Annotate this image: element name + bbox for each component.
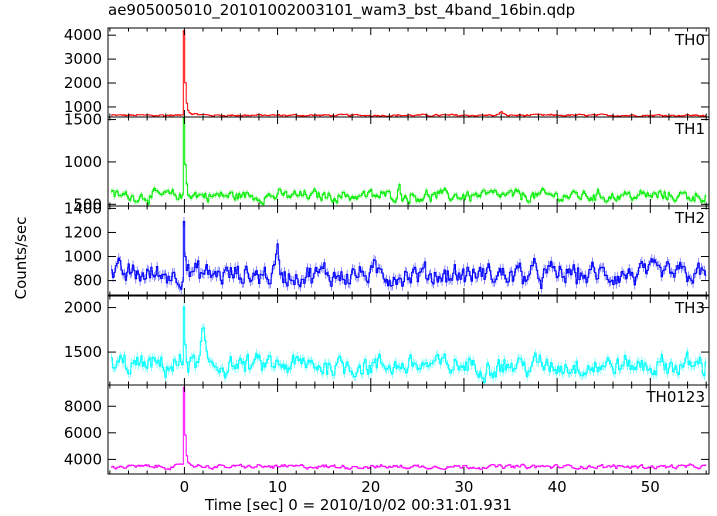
x-tick-label: 40	[548, 478, 567, 496]
panel-th0-y-tick-label: 2000	[64, 74, 102, 92]
panel-th0123-y-tick-label: 8000	[64, 397, 102, 415]
series-th0-line	[111, 30, 707, 118]
panel-th0-frame	[107, 27, 710, 118]
panel-th2-label: TH2	[674, 209, 705, 227]
x-tick-label: 20	[361, 478, 380, 496]
series-th1-line	[111, 117, 707, 206]
series-th0123-line	[111, 386, 707, 471]
panel-th0123-y-tick-label: 4000	[64, 450, 102, 468]
panel-th1-y-tick-label: 500	[73, 195, 102, 213]
panel-th2-y-tick-label: 1400	[64, 199, 102, 217]
x-tick-label: 30	[454, 478, 473, 496]
panel-th3-y-tick-label: 2000	[64, 299, 102, 317]
panel-th2-y-tick-label: 1200	[64, 223, 102, 241]
panel-th1-label: TH1	[674, 120, 705, 138]
panel-th2-y-tick-label: 1000	[64, 248, 102, 266]
x-axis-label: Time [sec] 0 = 2010/10/02 00:31:01.931	[205, 496, 512, 514]
x-tick-label: 50	[641, 478, 660, 496]
panel-th0-label: TH0	[674, 31, 705, 49]
panel-th0-y-tick-label: 4000	[64, 26, 102, 44]
series-th1-error-bars	[111, 117, 706, 206]
x-tick-label: 10	[268, 478, 287, 496]
panel-th0123-y-tick-label: 6000	[64, 424, 102, 442]
panel-th1-frame	[107, 116, 710, 207]
panel-th1-y-tick-label: 1000	[64, 153, 102, 171]
panel-th3-frame	[107, 295, 710, 386]
panel-th0123-label: TH0123	[645, 388, 705, 406]
x-tick-label: 0	[180, 478, 190, 496]
panel-th0123-frame	[107, 384, 710, 475]
panel-th3-label: TH3	[674, 299, 705, 317]
series-th0123-error-bars	[111, 386, 706, 471]
series-th0-error-bars	[111, 30, 706, 117]
chart-title: ae905005010_20101002003101_wam3_bst_4ban…	[108, 1, 576, 19]
panel-th0-y-tick-label: 1000	[64, 98, 102, 116]
panel-th0-y-tick-label: 3000	[64, 50, 102, 68]
panel-th1-y-tick-label: 1500	[64, 111, 102, 129]
panel-th3-y-tick-label: 1500	[64, 343, 102, 361]
series-th2-line	[111, 221, 707, 290]
series-th3-line	[111, 306, 707, 384]
panel-th2-y-tick-label: 800	[73, 272, 102, 290]
